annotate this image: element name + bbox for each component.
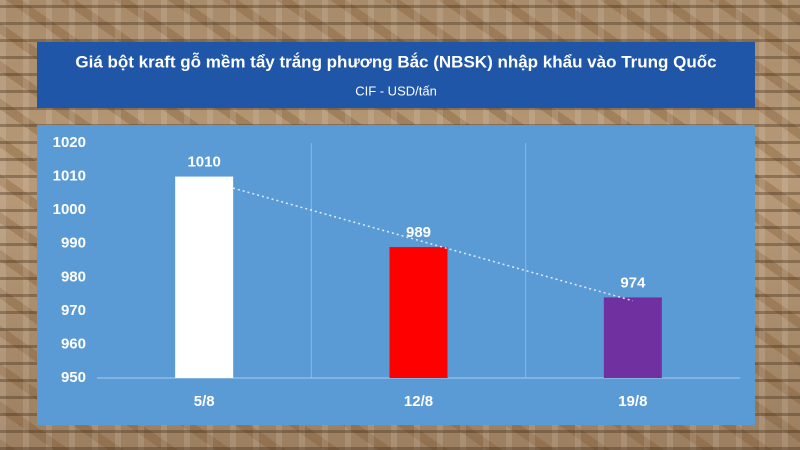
y-tick-label: 950 bbox=[61, 369, 86, 386]
data-label: 1010 bbox=[187, 154, 220, 171]
data-label: 989 bbox=[406, 224, 431, 241]
bar bbox=[389, 247, 448, 378]
y-tick-label: 990 bbox=[61, 235, 86, 252]
x-tick-label: 12/8 bbox=[404, 393, 433, 410]
bar bbox=[603, 297, 662, 378]
y-tick-label: 1010 bbox=[53, 168, 86, 185]
chart-title: Giá bột kraft gỗ mềm tẩy trắng phương Bắ… bbox=[75, 52, 716, 71]
y-tick-label: 980 bbox=[61, 268, 86, 285]
bar bbox=[175, 176, 234, 378]
title-box bbox=[37, 42, 755, 108]
y-tick-label: 1020 bbox=[53, 134, 86, 151]
chart-subtitle: CIF - USD/tấn bbox=[355, 83, 437, 98]
x-tick-label: 19/8 bbox=[618, 393, 647, 410]
y-tick-label: 970 bbox=[61, 302, 86, 319]
trendline bbox=[203, 179, 634, 302]
y-tick-label: 1000 bbox=[53, 201, 86, 218]
x-tick-label: 5/8 bbox=[194, 393, 215, 410]
y-tick-label: 960 bbox=[61, 335, 86, 352]
data-label: 974 bbox=[620, 274, 646, 291]
